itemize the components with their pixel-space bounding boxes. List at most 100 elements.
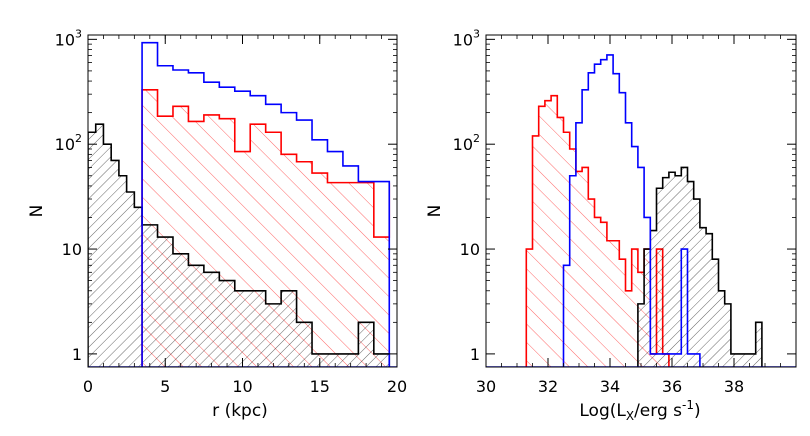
- x-tick-label: 20: [387, 377, 407, 396]
- left-y-axis-label: N: [27, 205, 47, 218]
- histogram-bar-black-fill-16: [281, 290, 297, 367]
- histogram-bar-red-fill-7: [569, 148, 576, 367]
- histogram-bar-black-fill-12: [712, 259, 719, 367]
- histogram-bar-black-fill-1: [644, 249, 651, 367]
- histogram-bar-black-fill-4: [118, 175, 127, 367]
- histogram-bar-black-fill-8: [157, 237, 173, 367]
- y-tick-label: 10: [460, 240, 480, 259]
- histogram-bar-black-fill-12: [219, 280, 235, 367]
- histogram-bar-black-fill-1: [95, 124, 104, 367]
- histogram-bar-black-fill-22: [373, 353, 390, 367]
- histogram-bar-black-fill-16: [737, 353, 744, 367]
- histogram-bar-red-fill-15: [373, 237, 390, 367]
- histogram-bar-red-fill-14: [358, 182, 374, 367]
- histogram-bar-red-fill-17: [631, 249, 638, 367]
- x-tick-label: 38: [724, 377, 744, 396]
- histogram-bar-black-fill-5: [126, 191, 135, 367]
- histogram-series-red: [141, 89, 391, 367]
- histogram-bar-black-fill-4: [662, 177, 669, 367]
- xlabel-end: ): [694, 401, 701, 421]
- histogram-bar-red-fill-13: [342, 182, 359, 367]
- histogram-bar-black-fill-11: [706, 233, 713, 367]
- x-tick-label: 10: [232, 377, 252, 396]
- right-x-axis-label: Log(LX/erg s-1): [579, 398, 700, 423]
- histogram-bar-red-fill-16: [625, 290, 632, 367]
- histogram-bar-black-fill-5: [668, 172, 676, 367]
- histogram-bar-red-fill-9: [582, 167, 589, 367]
- histogram-bar-red-fill-11: [312, 173, 328, 367]
- histogram-bar-black-fill-17: [296, 322, 313, 367]
- histogram-bar-black-fill-20: [342, 353, 359, 367]
- histogram-bar-black-fill-2: [103, 144, 112, 367]
- y-tick-label: 1: [470, 345, 480, 364]
- histogram-bar-red-fill-13: [606, 240, 614, 367]
- histogram-bar-red-fill-0: [526, 249, 533, 367]
- plot-area: [486, 54, 796, 367]
- histogram-bar-red-fill-10: [296, 161, 313, 367]
- histogram-bar-red-fill-3: [544, 100, 552, 367]
- histogram-bar-black-fill-6: [675, 175, 682, 367]
- histogram-bar-black-fill-13: [718, 290, 725, 367]
- histogram-bar-black-fill-10: [188, 265, 204, 367]
- histogram-bar-red-fill-5: [557, 117, 564, 367]
- histogram-bar-black-fill-11: [203, 272, 220, 367]
- y-tick-label: 1: [72, 345, 82, 364]
- histogram-bar-black-fill-13: [234, 290, 251, 367]
- histogram-bar-black-fill-14: [250, 290, 266, 367]
- xlabel-superscript: -1: [682, 398, 694, 412]
- y-tick-label: 103: [55, 27, 82, 49]
- histogram-bar-red-fill-10: [588, 199, 595, 367]
- histogram-series-blue: [562, 54, 701, 367]
- right-y-axis-label: N: [425, 205, 445, 218]
- x-tick-label: 36: [662, 377, 682, 396]
- histogram-bar-black-fill-19: [327, 353, 343, 367]
- histogram-bar-black-fill-14: [724, 303, 731, 367]
- histogram-bar-black-fill-8: [687, 181, 694, 367]
- histogram-bar-black-fill-18: [749, 353, 756, 367]
- histogram-bar-red-fill-12: [600, 222, 607, 367]
- x-tick-label: 15: [310, 377, 330, 396]
- histogram-bar-black-fill-7: [681, 167, 688, 367]
- histogram-bar-red-fill-1: [532, 135, 539, 367]
- histogram-bar-black-fill-6: [134, 207, 143, 367]
- histogram-bar-red-fill-14: [613, 240, 620, 367]
- histogram-bar-red-fill-6: [563, 132, 570, 367]
- y-tick-label: 10: [62, 240, 82, 259]
- histogram-series-black: [88, 123, 391, 367]
- histogram-bar-red-fill-2: [538, 106, 545, 367]
- xlabel-main: Log(L: [579, 401, 626, 421]
- plot-area: [88, 41, 397, 367]
- right-panel-lx-histogram: 30 32 34 36 38 1 10 102 103: [453, 27, 797, 396]
- histogram-series-black: [637, 166, 763, 367]
- xlabel-subscript: X: [626, 409, 634, 423]
- histogram-bar-black-fill-21: [358, 322, 374, 367]
- histogram-bar-red-fill-12: [327, 182, 343, 367]
- y-tick-label: 102: [453, 132, 480, 154]
- histogram-bar-black-fill-17: [743, 353, 750, 367]
- y-tick-label: 102: [55, 132, 82, 154]
- histogram-bar-black-fill-0: [637, 303, 645, 367]
- histogram-bar-red-fill-4: [551, 95, 558, 367]
- x-tick-label: 0: [83, 377, 93, 396]
- x-tick-label: 30: [476, 377, 496, 396]
- histogram-bar-red-fill-8: [575, 171, 583, 367]
- x-tick-label: 32: [538, 377, 558, 396]
- histogram-bar-black-fill-3: [656, 188, 663, 367]
- x-tick-label: 34: [600, 377, 620, 396]
- left-x-axis-label: r (kpc): [212, 401, 268, 421]
- histogram-bar-black-fill-2: [650, 230, 657, 367]
- x-tick-label: 5: [160, 377, 170, 396]
- histogram-bar-black-fill-3: [111, 160, 119, 367]
- histogram-bar-black-fill-0: [88, 132, 96, 367]
- histogram-bar-red-fill-15: [619, 259, 626, 367]
- histogram-bar-black-fill-9: [693, 199, 700, 367]
- xlabel-middle: /erg s: [634, 401, 682, 421]
- histogram-bar-black-fill-10: [699, 227, 707, 367]
- histogram-bar-black-fill-19: [755, 322, 762, 367]
- histogram-bar-black-fill-15: [265, 303, 282, 367]
- histogram-bar-red-fill-11: [594, 217, 601, 367]
- left-panel-r-histogram: 0 5 10 15 20 1 10 102 103: [55, 27, 408, 396]
- histogram-bar-black-fill-9: [172, 253, 189, 367]
- y-tick-label: 103: [453, 27, 480, 49]
